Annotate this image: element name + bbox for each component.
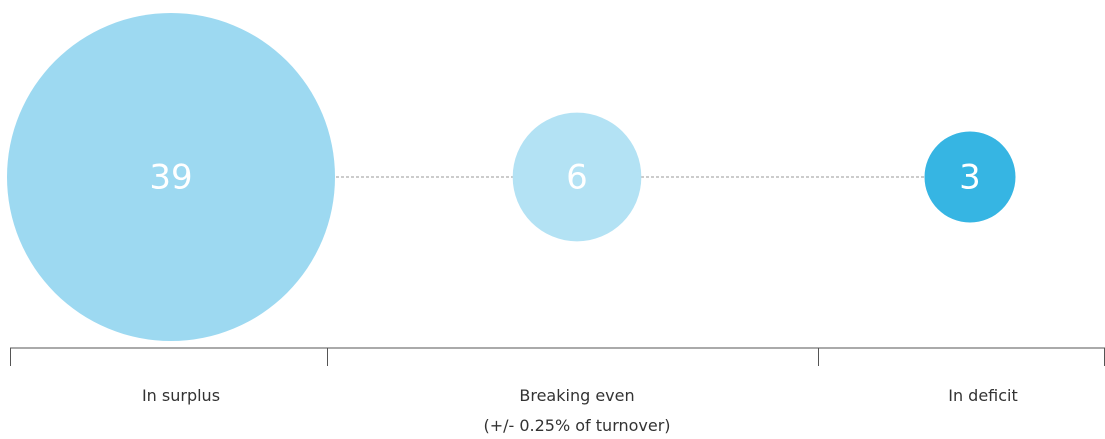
value-label: 39 bbox=[149, 158, 192, 198]
category-label: In surplus bbox=[142, 386, 220, 405]
bubble bbox=[7, 13, 335, 341]
category-label: Breaking even (+/- 0.25% of turnover) bbox=[483, 386, 670, 435]
value-label: 6 bbox=[566, 158, 588, 198]
value-label: 3 bbox=[959, 158, 981, 198]
bubble bbox=[924, 131, 1016, 223]
category-label: In deficit bbox=[948, 386, 1018, 405]
bubble bbox=[512, 112, 642, 242]
